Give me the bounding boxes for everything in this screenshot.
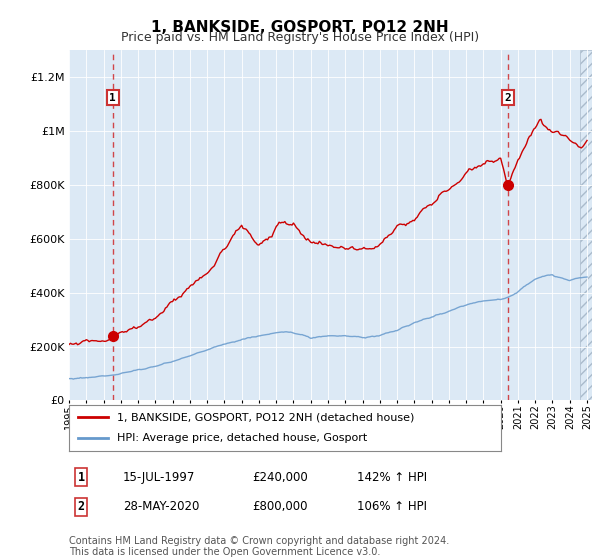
Bar (580, 50, 592, 400)
Text: 106% ↑ HPI: 106% ↑ HPI (357, 500, 427, 514)
Text: 1, BANKSIDE, GOSPORT, PO12 2NH: 1, BANKSIDE, GOSPORT, PO12 2NH (151, 20, 449, 35)
Text: 142% ↑ HPI: 142% ↑ HPI (357, 470, 427, 484)
Text: 1, BANKSIDE, GOSPORT, PO12 2NH (detached house): 1, BANKSIDE, GOSPORT, PO12 2NH (detached… (116, 412, 414, 422)
Text: £240,000: £240,000 (252, 470, 308, 484)
Text: 1: 1 (109, 92, 116, 102)
Text: £800,000: £800,000 (252, 500, 308, 514)
Bar (580, 50, 592, 400)
Text: 2: 2 (505, 92, 511, 102)
Text: 15-JUL-1997: 15-JUL-1997 (123, 470, 196, 484)
Text: Contains HM Land Registry data © Crown copyright and database right 2024.
This d: Contains HM Land Registry data © Crown c… (69, 535, 449, 557)
Text: HPI: Average price, detached house, Gosport: HPI: Average price, detached house, Gosp… (116, 433, 367, 444)
Text: 2: 2 (77, 500, 85, 514)
Text: Price paid vs. HM Land Registry's House Price Index (HPI): Price paid vs. HM Land Registry's House … (121, 31, 479, 44)
Text: 1: 1 (77, 470, 85, 484)
Text: 28-MAY-2020: 28-MAY-2020 (123, 500, 199, 514)
